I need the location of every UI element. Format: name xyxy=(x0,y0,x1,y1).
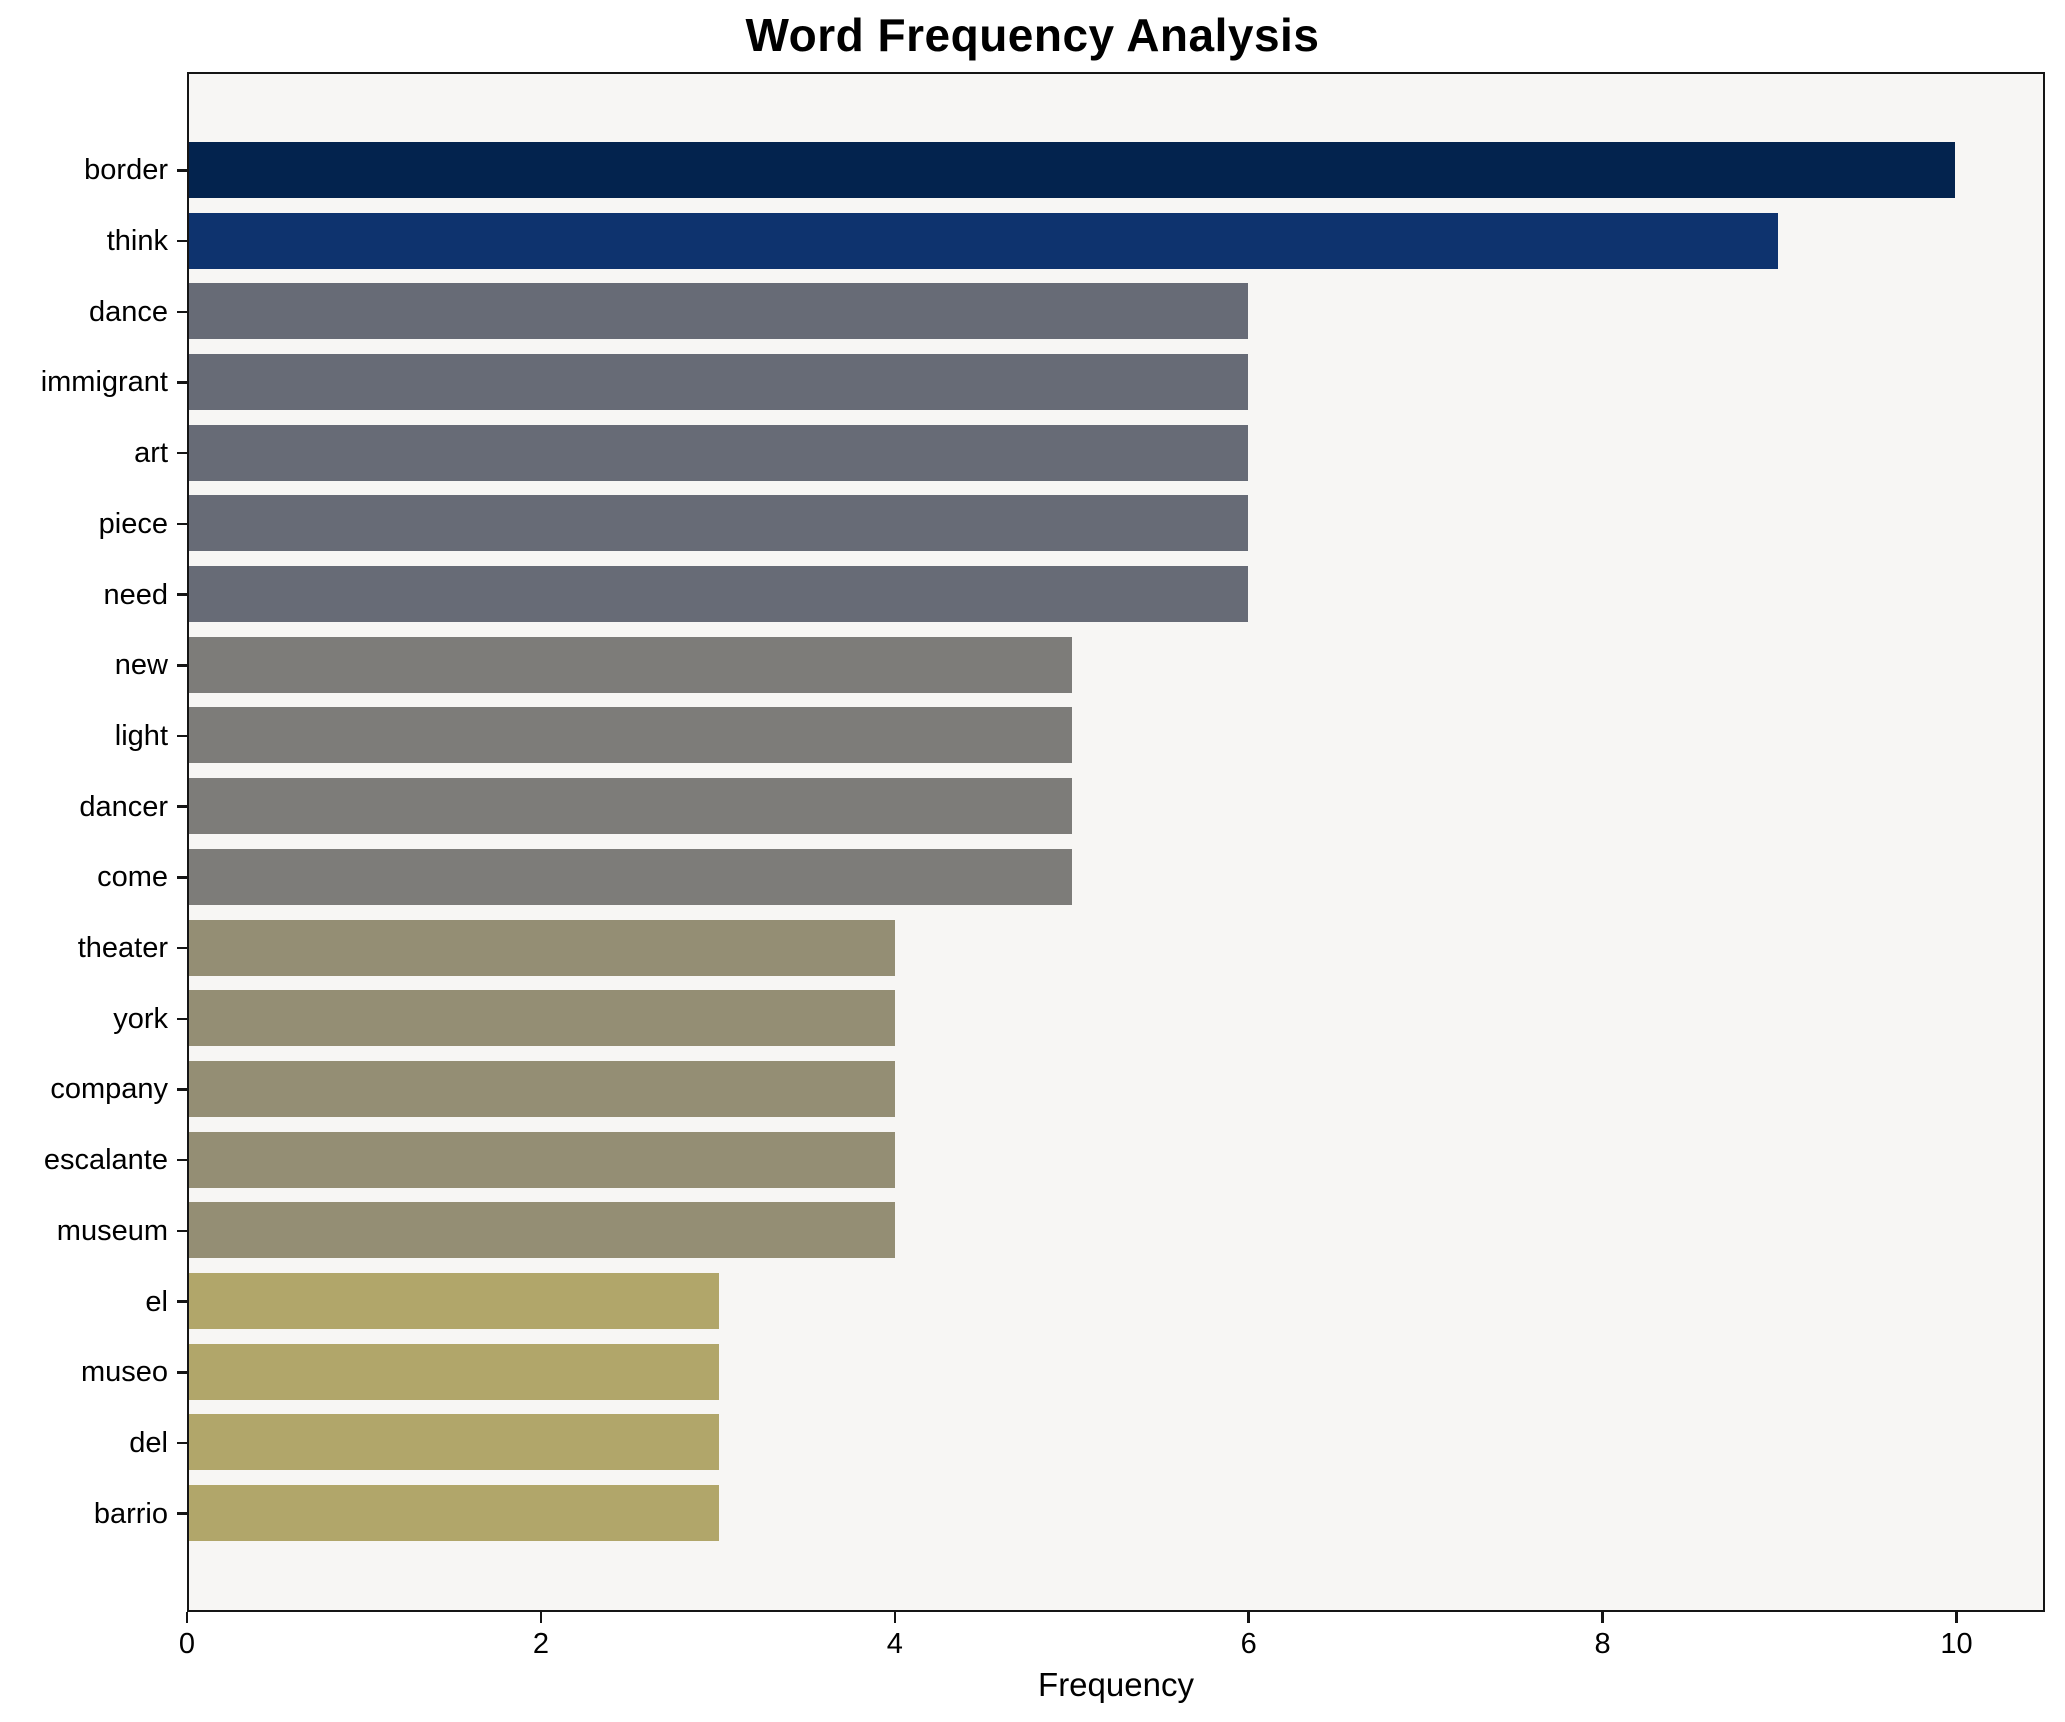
bar xyxy=(189,424,1249,481)
y-tick-label: museo xyxy=(80,1356,168,1389)
y-tick-mark xyxy=(177,1088,188,1091)
y-tick-label: need xyxy=(103,578,168,611)
bar xyxy=(189,1060,896,1117)
y-tick-mark xyxy=(177,451,188,455)
bar xyxy=(189,778,1072,835)
y-tick-label: come xyxy=(97,861,168,894)
bar xyxy=(189,848,1072,905)
y-tick-mark xyxy=(177,1300,188,1303)
y-tick-mark xyxy=(177,1441,188,1445)
x-axis-title: Frequency xyxy=(1038,1666,1194,1703)
bar xyxy=(189,636,1072,693)
y-tick-label: theater xyxy=(77,932,168,965)
bar xyxy=(189,990,896,1047)
x-tick-label: 6 xyxy=(1240,1628,1257,1660)
y-tick-mark xyxy=(177,1229,188,1233)
bar xyxy=(189,1414,719,1471)
x-tick-mark xyxy=(1601,1612,1604,1623)
x-tick-label: 4 xyxy=(886,1628,903,1660)
y-tick-label: art xyxy=(134,437,168,470)
y-tick-label: border xyxy=(84,154,168,187)
y-tick-mark xyxy=(177,946,188,950)
bar xyxy=(189,919,896,976)
y-tick-mark xyxy=(177,1371,188,1374)
bar xyxy=(189,141,1955,198)
bar xyxy=(189,1202,896,1259)
y-tick-label: new xyxy=(114,649,168,682)
y-tick-label: company xyxy=(50,1073,168,1106)
bar xyxy=(189,495,1249,552)
y-tick-mark xyxy=(177,239,188,243)
y-tick-label: barrio xyxy=(93,1497,168,1530)
x-tick-label: 10 xyxy=(1940,1628,1973,1660)
y-tick-mark xyxy=(177,805,188,808)
bar xyxy=(189,1273,719,1330)
bar xyxy=(189,353,1249,410)
y-tick-mark xyxy=(177,664,188,667)
bar xyxy=(189,566,1249,623)
y-tick-label: piece xyxy=(98,507,168,540)
y-tick-mark xyxy=(177,593,188,596)
bar xyxy=(189,212,1779,269)
y-tick-label: el xyxy=(145,1285,168,1318)
y-tick-label: immigrant xyxy=(40,366,168,399)
x-tick-label: 8 xyxy=(1594,1628,1611,1660)
y-tick-mark xyxy=(177,734,188,738)
plot-area xyxy=(187,72,2045,1612)
x-tick-mark xyxy=(1247,1612,1250,1623)
x-tick-mark xyxy=(1955,1612,1958,1623)
bar xyxy=(189,283,1249,340)
chart-title: Word Frequency Analysis xyxy=(745,9,1320,61)
y-tick-label: dance xyxy=(88,295,168,328)
y-tick-label: museum xyxy=(56,1214,168,1247)
bar xyxy=(189,707,1072,764)
y-tick-label: dancer xyxy=(79,790,168,823)
y-tick-mark xyxy=(177,1158,188,1162)
y-tick-label: think xyxy=(106,225,168,258)
x-tick-label: 0 xyxy=(178,1628,196,1660)
x-tick-mark xyxy=(893,1612,897,1623)
y-tick-mark xyxy=(177,169,188,172)
y-tick-mark xyxy=(177,381,188,384)
bar xyxy=(189,1343,719,1400)
y-tick-label: escalante xyxy=(43,1144,168,1177)
y-tick-label: light xyxy=(114,719,168,752)
bar xyxy=(189,1485,719,1542)
y-tick-label: del xyxy=(129,1426,168,1459)
y-tick-mark xyxy=(177,310,188,313)
y-tick-mark xyxy=(177,1512,188,1515)
x-tick-mark xyxy=(539,1612,543,1623)
y-tick-mark xyxy=(177,1017,188,1020)
bar xyxy=(189,1131,896,1188)
y-tick-label: york xyxy=(113,1002,168,1035)
y-tick-mark xyxy=(177,876,188,879)
y-tick-mark xyxy=(177,522,188,526)
x-tick-mark xyxy=(185,1612,189,1623)
x-tick-label: 2 xyxy=(532,1628,549,1660)
